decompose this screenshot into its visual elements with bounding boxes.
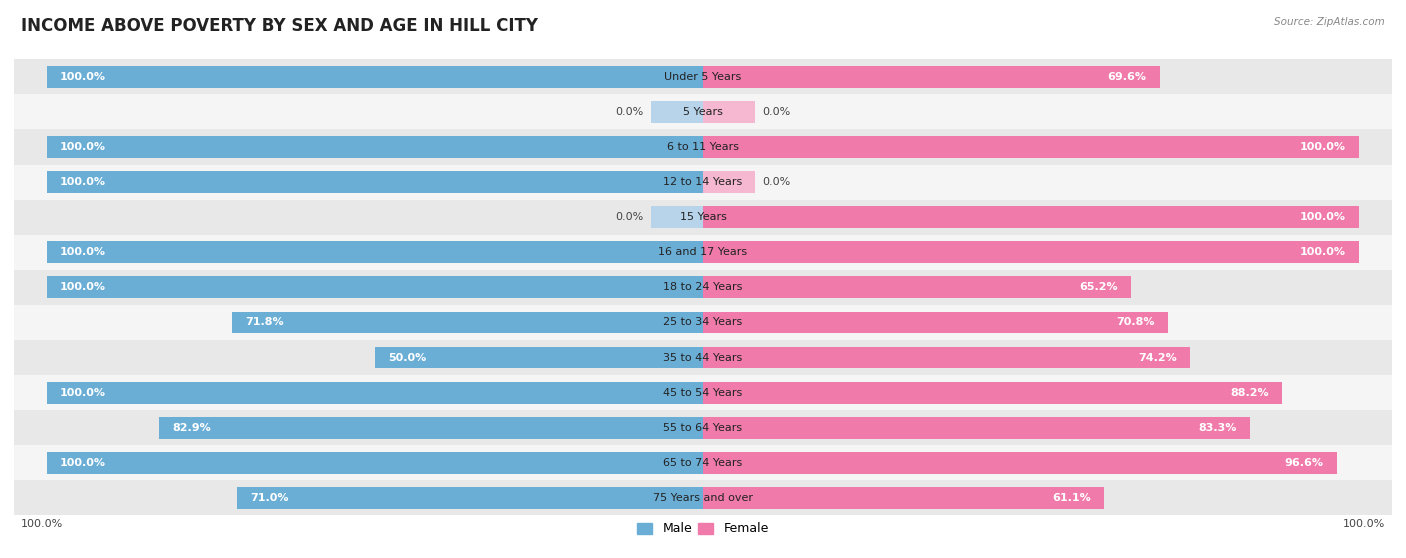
Bar [14, 445, 1392, 480]
Bar [46, 242, 703, 263]
Text: 35 to 44 Years: 35 to 44 Years [664, 353, 742, 363]
Bar [46, 171, 703, 193]
Bar [14, 340, 1392, 375]
Bar [46, 66, 703, 88]
Text: 55 to 64 Years: 55 to 64 Years [664, 423, 742, 432]
Bar [14, 200, 1392, 235]
Text: 61.1%: 61.1% [1052, 493, 1091, 503]
Bar [703, 136, 1360, 158]
Text: 100.0%: 100.0% [60, 282, 105, 292]
Bar [703, 171, 755, 193]
Text: 100.0%: 100.0% [1343, 519, 1385, 529]
Bar [238, 487, 703, 509]
Text: 96.6%: 96.6% [1285, 458, 1323, 468]
Bar [14, 129, 1392, 165]
Text: 15 Years: 15 Years [679, 212, 727, 222]
Bar [703, 417, 1250, 439]
Text: 65.2%: 65.2% [1078, 282, 1118, 292]
Text: 100.0%: 100.0% [1301, 247, 1346, 257]
Text: 0.0%: 0.0% [616, 212, 644, 222]
Bar [375, 347, 703, 368]
Text: 5 Years: 5 Years [683, 107, 723, 117]
Bar [703, 311, 1167, 333]
Bar [651, 101, 703, 123]
Text: 100.0%: 100.0% [21, 519, 63, 529]
Bar [232, 311, 703, 333]
Text: 100.0%: 100.0% [60, 72, 105, 82]
Text: Source: ZipAtlas.com: Source: ZipAtlas.com [1274, 17, 1385, 27]
Bar [14, 305, 1392, 340]
Text: 88.2%: 88.2% [1230, 388, 1268, 398]
Bar [159, 417, 703, 439]
Text: 71.8%: 71.8% [245, 318, 284, 328]
Bar [14, 375, 1392, 410]
Text: 83.3%: 83.3% [1198, 423, 1236, 432]
Bar [14, 165, 1392, 200]
Text: 0.0%: 0.0% [616, 107, 644, 117]
Bar [651, 206, 703, 228]
Bar [703, 347, 1189, 368]
Text: 100.0%: 100.0% [60, 177, 105, 187]
Text: 65 to 74 Years: 65 to 74 Years [664, 458, 742, 468]
Bar [14, 94, 1392, 129]
Text: INCOME ABOVE POVERTY BY SEX AND AGE IN HILL CITY: INCOME ABOVE POVERTY BY SEX AND AGE IN H… [21, 17, 538, 35]
Bar [46, 452, 703, 474]
Legend: Male, Female: Male, Female [633, 517, 773, 541]
Text: 100.0%: 100.0% [1301, 212, 1346, 222]
Text: 0.0%: 0.0% [762, 107, 790, 117]
Bar [46, 277, 703, 298]
Text: 25 to 34 Years: 25 to 34 Years [664, 318, 742, 328]
Text: 74.2%: 74.2% [1137, 353, 1177, 363]
Text: 82.9%: 82.9% [172, 423, 211, 432]
Bar [14, 59, 1392, 94]
Text: 69.6%: 69.6% [1108, 72, 1146, 82]
Bar [46, 136, 703, 158]
Text: 100.0%: 100.0% [60, 388, 105, 398]
Bar [703, 277, 1130, 298]
Text: 0.0%: 0.0% [762, 177, 790, 187]
Bar [14, 480, 1392, 516]
Text: 100.0%: 100.0% [60, 458, 105, 468]
Text: 71.0%: 71.0% [250, 493, 288, 503]
Text: 45 to 54 Years: 45 to 54 Years [664, 388, 742, 398]
Bar [703, 452, 1337, 474]
Bar [703, 206, 1360, 228]
Bar [14, 235, 1392, 270]
Text: 75 Years and over: 75 Years and over [652, 493, 754, 503]
Text: 100.0%: 100.0% [60, 142, 105, 152]
Bar [703, 382, 1282, 403]
Text: 18 to 24 Years: 18 to 24 Years [664, 282, 742, 292]
Text: 100.0%: 100.0% [60, 247, 105, 257]
Bar [14, 410, 1392, 445]
Bar [703, 101, 755, 123]
Text: 12 to 14 Years: 12 to 14 Years [664, 177, 742, 187]
Bar [703, 242, 1360, 263]
Bar [46, 382, 703, 403]
Text: 100.0%: 100.0% [1301, 142, 1346, 152]
Text: 50.0%: 50.0% [388, 353, 426, 363]
Text: 6 to 11 Years: 6 to 11 Years [666, 142, 740, 152]
Text: 16 and 17 Years: 16 and 17 Years [658, 247, 748, 257]
Text: 70.8%: 70.8% [1116, 318, 1154, 328]
Text: Under 5 Years: Under 5 Years [665, 72, 741, 82]
Bar [703, 66, 1160, 88]
Bar [14, 270, 1392, 305]
Bar [703, 487, 1104, 509]
